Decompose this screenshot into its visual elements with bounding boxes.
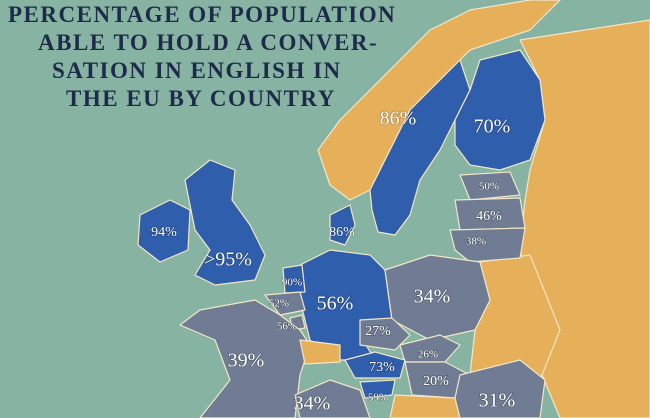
region-label: 90% bbox=[282, 277, 302, 289]
region-label: 39% bbox=[228, 350, 265, 372]
title-line: PERCENTAGE OF POPULATION bbox=[8, 2, 396, 27]
ireland bbox=[137, 199, 191, 263]
region-label: 56% bbox=[317, 293, 354, 315]
italy bbox=[294, 379, 371, 418]
region-label: 73% bbox=[369, 360, 395, 375]
romania bbox=[454, 359, 546, 418]
region-label: 59% bbox=[368, 392, 388, 404]
switzerland bbox=[299, 339, 341, 365]
title-line: ABLE TO HOLD A CONVER- bbox=[38, 30, 378, 55]
region-label: 31% bbox=[479, 390, 516, 412]
region-label: 34% bbox=[414, 286, 451, 308]
title-line: SATION IN ENGLISH IN bbox=[52, 58, 342, 83]
uk bbox=[184, 159, 266, 286]
estonia bbox=[459, 171, 521, 201]
region-label: 86% bbox=[380, 108, 417, 130]
region-label: 26% bbox=[418, 349, 438, 361]
slovenia bbox=[359, 379, 396, 399]
netherlands bbox=[282, 264, 306, 294]
denmark bbox=[329, 204, 356, 246]
region-label: 27% bbox=[365, 324, 391, 339]
title-line: THE EU BY COUNTRY bbox=[66, 86, 336, 111]
land bbox=[137, 0, 650, 418]
region-label: 94% bbox=[151, 225, 177, 240]
region-label: 38% bbox=[466, 236, 486, 248]
region-label: 86% bbox=[329, 225, 355, 240]
region-label: 46% bbox=[476, 209, 502, 224]
region-label: 52% bbox=[269, 298, 289, 310]
region-label: 34% bbox=[294, 393, 331, 415]
czechia bbox=[359, 317, 411, 351]
region-label: 70% bbox=[474, 116, 511, 138]
sweden bbox=[369, 59, 471, 236]
norway bbox=[317, 0, 561, 201]
title: PERCENTAGE OF POPULATION ABLE TO HOLD A … bbox=[8, 2, 396, 111]
region-label: 20% bbox=[423, 374, 449, 389]
region-label: 50% bbox=[479, 181, 499, 193]
labels: 86% 70% 50% 46% 38% 94% >95% 86% 90% 52%… bbox=[150, 107, 516, 416]
region-label: >95% bbox=[204, 249, 252, 271]
lithuania bbox=[449, 227, 526, 263]
region-label: 56% bbox=[277, 321, 297, 333]
austria bbox=[344, 351, 406, 379]
belgium bbox=[264, 291, 306, 316]
finland bbox=[454, 49, 546, 171]
balkans bbox=[389, 394, 461, 418]
